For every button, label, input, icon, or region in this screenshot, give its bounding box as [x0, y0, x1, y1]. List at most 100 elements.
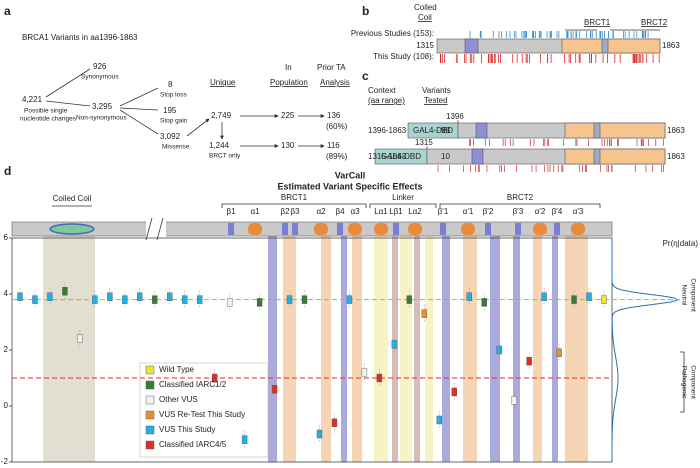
label: c [362, 69, 369, 83]
label: β2 [280, 207, 290, 216]
domain-band [463, 236, 477, 462]
point [286, 295, 293, 304]
domain-band [533, 236, 542, 462]
label: 1863 [667, 126, 685, 135]
point [526, 357, 532, 366]
label: 225 [281, 111, 295, 120]
legend-swatch [145, 410, 155, 420]
legend-label: VUS Re-Test This Study [159, 410, 245, 419]
point [481, 298, 487, 307]
domain-band [392, 236, 398, 462]
point [571, 295, 577, 304]
point [511, 396, 517, 405]
point [62, 287, 68, 296]
legend-label: VUS This Study [159, 425, 215, 434]
label: β'1 [438, 207, 449, 216]
label: Possible single [24, 108, 68, 115]
point [137, 292, 143, 301]
point [361, 368, 368, 377]
label: 1315-1863 [368, 152, 407, 161]
point [226, 298, 233, 307]
label: Stop gain [160, 118, 188, 125]
label: Tested [424, 96, 448, 105]
legend-label: Classified IARC4/5 [159, 440, 227, 449]
structure-element [292, 223, 298, 235]
domain-band [400, 236, 412, 462]
label: Lα2 [408, 207, 422, 216]
domain-band [565, 236, 588, 462]
structure-element [533, 223, 547, 235]
label: Lα1 [374, 207, 388, 216]
point [167, 292, 173, 301]
label: 1396-1863 [368, 126, 407, 135]
label: BRCT1 [584, 18, 611, 27]
label: 2,749 [211, 111, 232, 120]
label: Missense [162, 144, 190, 151]
label: Context [368, 86, 396, 95]
label: 1863 [667, 152, 685, 161]
label: β4 [335, 207, 345, 216]
density-label: Pr(η|data) [663, 239, 699, 248]
structure-element [228, 223, 234, 235]
domain-band [341, 236, 347, 462]
label: This Study (108): [373, 52, 434, 61]
domain-band [352, 236, 362, 462]
label: 1315 [415, 138, 433, 147]
y-tick-label: 6 [4, 233, 9, 242]
domain-band [43, 236, 95, 462]
label: β'2 [483, 207, 494, 216]
domain-band [321, 236, 331, 462]
label: Previous Studies (153): [351, 29, 434, 38]
label: Stop loss [160, 92, 187, 99]
label: In [285, 63, 292, 72]
structure-element [348, 223, 362, 235]
point [271, 385, 278, 394]
density-curve [611, 238, 680, 462]
plot-frame [11, 237, 613, 463]
label: VarCall [335, 170, 366, 180]
label: 4,221 [22, 95, 43, 104]
label: 136 [327, 111, 341, 120]
domain-band [268, 236, 277, 462]
structure-element [515, 223, 521, 235]
component-label: Neutral [680, 285, 687, 307]
label: α1 [250, 207, 260, 216]
label: 3,092 [160, 132, 181, 141]
label: Coil [418, 13, 432, 22]
legend-swatch [145, 425, 155, 435]
label: Linker [392, 193, 414, 202]
structure-element [440, 223, 446, 235]
label: α'2 [535, 207, 546, 216]
label: β'4 [552, 207, 563, 216]
legend-label: Classified IARC1/2 [159, 380, 227, 389]
legend-label: Wild Type [159, 365, 195, 374]
label: Lβ1 [389, 207, 403, 216]
label: Variants [422, 86, 451, 95]
point [182, 295, 188, 304]
label: Coiled Coil [53, 194, 92, 203]
domain-band [283, 236, 296, 462]
structure-element [554, 223, 560, 235]
label: α2 [316, 207, 326, 216]
point [241, 435, 248, 444]
point [406, 295, 413, 304]
panel-b-gene [436, 29, 661, 54]
component-bracket [680, 351, 685, 413]
label: BRCT2 [507, 193, 534, 202]
point [556, 348, 562, 357]
point [211, 373, 218, 383]
label: (aa range) [368, 96, 405, 105]
y-tick-label: 0 [4, 401, 9, 410]
point [196, 295, 203, 304]
legend-swatch [145, 365, 155, 375]
label: α3 [350, 207, 360, 216]
point [316, 429, 323, 439]
legend-swatch [145, 395, 155, 405]
point [421, 309, 428, 318]
label: 3,295 [92, 102, 113, 111]
label: 10 [441, 152, 450, 161]
structure-element [393, 223, 399, 235]
label: 195 [163, 106, 177, 115]
point [436, 415, 442, 425]
component-label: Component [689, 365, 696, 399]
